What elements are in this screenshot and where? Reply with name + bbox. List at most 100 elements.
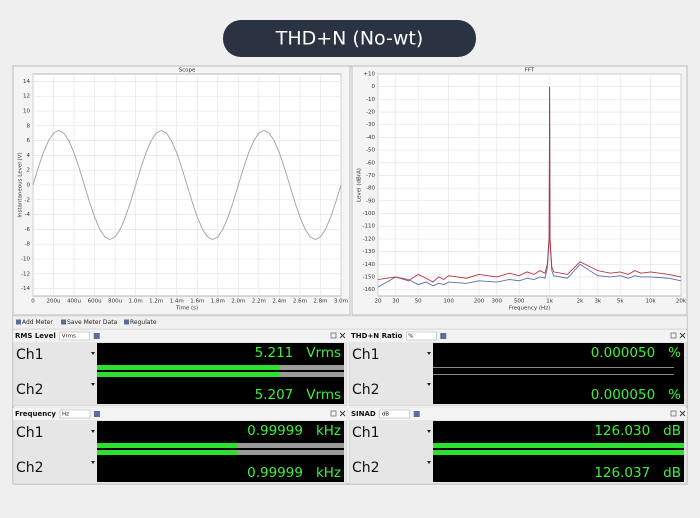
- meter-unit: kHz: [316, 423, 341, 439]
- x-tick-label: 2.6m: [293, 299, 307, 305]
- meter-display: [433, 452, 684, 482]
- y-axis-label: Level (dBrA): [357, 168, 363, 202]
- header-icon: [413, 411, 420, 417]
- data-line: [32, 129, 342, 241]
- channel-dropdown-arrow[interactable]: [91, 352, 95, 355]
- y-tick-label: 2: [27, 168, 31, 174]
- y-tick-label: -2: [25, 197, 30, 203]
- chart-title: FFT: [525, 68, 535, 74]
- meter-display: [97, 452, 344, 482]
- unit-dropdown-label[interactable]: %: [408, 334, 413, 340]
- channel-dropdown-arrow[interactable]: [91, 461, 95, 464]
- header-icon: [93, 333, 100, 339]
- y-tick-label: -150: [363, 274, 376, 280]
- level-bar: [97, 443, 238, 448]
- close-icon[interactable]: [339, 410, 346, 417]
- channel-label: Ch2: [16, 460, 44, 476]
- y-tick-label: -20: [366, 110, 375, 116]
- channel-dropdown-arrow[interactable]: [427, 430, 431, 433]
- y-tick-label: -110: [363, 224, 376, 230]
- meter-value: 0.99999: [247, 423, 303, 439]
- channel-dropdown-arrow[interactable]: [427, 461, 431, 464]
- data-line: [377, 86, 682, 283]
- channel-dropdown-arrow[interactable]: [427, 383, 431, 386]
- meter-title: Frequency: [15, 410, 56, 418]
- meter-title: RMS Level: [15, 332, 56, 340]
- unit-dropdown[interactable]: [59, 331, 91, 341]
- level-bar: [433, 443, 684, 448]
- x-tick-label: 2.0m: [231, 299, 245, 305]
- y-tick-label: 10: [23, 109, 30, 115]
- toolbar-button[interactable]: Add Meter: [22, 319, 53, 326]
- channel-label: Ch2: [352, 460, 380, 476]
- unit-dropdown[interactable]: [406, 331, 437, 341]
- toolbar-icon: [61, 319, 66, 325]
- y-tick-label: 0: [372, 84, 376, 90]
- y-tick-label: 0: [27, 183, 31, 189]
- channel-label: Ch1: [16, 347, 44, 363]
- channel-dropdown-arrow[interactable]: [91, 430, 95, 433]
- y-tick-label: 8: [27, 123, 31, 129]
- x-tick-label: 400u: [67, 299, 81, 305]
- y-tick-label: 12: [23, 94, 30, 100]
- unit-dropdown-label[interactable]: dB: [382, 412, 389, 418]
- level-bar: [433, 450, 684, 455]
- x-tick-label: 500: [514, 299, 525, 305]
- toolbar-icon: [124, 319, 129, 325]
- unit-dropdown-label[interactable]: Hz: [62, 412, 69, 418]
- x-tick-label: 1.8m: [211, 299, 225, 305]
- unit-dropdown[interactable]: [59, 409, 91, 419]
- y-tick-label: -10: [21, 257, 30, 263]
- y-tick-label: -30: [366, 122, 375, 128]
- y-tick-label: -8: [25, 242, 31, 248]
- x-tick-label: 300: [492, 299, 503, 305]
- level-bar: [97, 365, 280, 370]
- data-line: [377, 87, 682, 288]
- meter-value: 0.000050: [591, 387, 655, 403]
- header-icon[interactable]: [330, 332, 337, 339]
- y-tick-label: 6: [27, 138, 31, 144]
- x-tick-label: 2.2m: [252, 299, 266, 305]
- toolbar: [12, 315, 688, 330]
- y-axis-label: Instantaneous Level (V): [18, 152, 24, 217]
- meter-title: THD+N Ratio: [351, 332, 402, 340]
- toolbar-button[interactable]: Save Meter Data: [67, 319, 118, 326]
- toolbar-button[interactable]: Regulate: [130, 319, 157, 326]
- page-title: THD+N (No-wt): [275, 28, 424, 50]
- y-tick-label: -14: [21, 286, 30, 292]
- x-tick-label: 200: [474, 299, 485, 305]
- x-tick-label: 2k: [577, 299, 584, 305]
- header-icon: [440, 333, 447, 339]
- meter-value: 5.211: [255, 345, 294, 361]
- y-tick-label: -40: [366, 135, 375, 141]
- x-axis-label: Frequency (Hz): [509, 306, 550, 312]
- meter-value: 5.207: [255, 387, 294, 403]
- meter-value: 126.037: [594, 465, 650, 481]
- meter-unit: %: [668, 387, 681, 403]
- y-tick-label: -60: [366, 160, 375, 166]
- y-tick-label: -70: [366, 173, 375, 179]
- y-tick-label: -130: [363, 249, 376, 255]
- header-icon[interactable]: [670, 410, 677, 417]
- y-tick-label: -140: [363, 262, 376, 268]
- y-tick-label: -6: [25, 227, 31, 233]
- channel-dropdown-arrow[interactable]: [427, 352, 431, 355]
- y-tick-label: -120: [363, 236, 376, 242]
- close-icon[interactable]: [679, 410, 686, 417]
- channel-dropdown-arrow[interactable]: [91, 383, 95, 386]
- unit-dropdown[interactable]: [379, 409, 410, 419]
- close-icon[interactable]: [679, 332, 686, 339]
- meter-unit: Vrms: [306, 345, 341, 361]
- y-tick-label: -12: [21, 271, 30, 277]
- y-tick-label: -100: [363, 211, 376, 217]
- header-icon[interactable]: [670, 332, 677, 339]
- x-tick-label: 3k: [594, 299, 601, 305]
- close-icon[interactable]: [339, 332, 346, 339]
- header-icon[interactable]: [330, 410, 337, 417]
- y-tick-label: -80: [366, 186, 375, 192]
- x-tick-label: 2.8m: [313, 299, 327, 305]
- unit-dropdown-label[interactable]: Vrms: [62, 334, 76, 340]
- x-tick-label: 20: [375, 299, 382, 305]
- x-tick-label: 0: [31, 299, 35, 305]
